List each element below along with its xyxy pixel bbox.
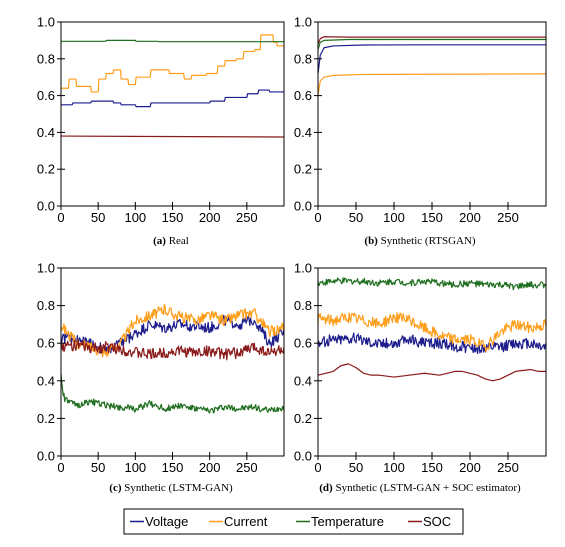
y-tick-label: 1.0 (294, 15, 312, 30)
panel-caption: (b) Synthetic (RTSGAN) (364, 235, 476, 247)
y-tick-label: 0.8 (294, 298, 312, 313)
plot-frame (317, 21, 547, 207)
y-tick-label: 0.4 (294, 373, 312, 388)
panel-caption-text: Synthetic (LSTM-GAN) (122, 482, 234, 494)
y-tick-label: 1.0 (294, 261, 312, 276)
y-tick-label: 0.8 (294, 51, 312, 66)
x-tick-label: 150 (162, 210, 184, 225)
y-tick-label: 0.8 (37, 51, 55, 66)
y-tick-label: 0.4 (37, 125, 55, 140)
y-tick-label: 0.2 (294, 411, 312, 426)
x-tick-label: 200 (199, 210, 221, 225)
legend-box (123, 508, 464, 535)
series-current-line (317, 312, 547, 353)
x-tick-label: 50 (349, 210, 363, 225)
x-tick-label: 150 (162, 460, 184, 475)
y-tick-label: 0.2 (37, 162, 55, 177)
y-tick-label: 1.0 (37, 261, 55, 276)
x-tick-label: 0 (57, 210, 64, 225)
legend-label-soc: SOC (423, 514, 451, 529)
x-tick-label: 250 (497, 460, 519, 475)
x-tick-label: 250 (236, 460, 258, 475)
series-soc-line (60, 135, 285, 138)
y-tick-label: 0.2 (37, 411, 55, 426)
x-tick-label: 150 (421, 460, 443, 475)
series-soc-line (60, 339, 285, 361)
legend: Voltage Current Temperature SOC (123, 508, 464, 535)
series-current-line (60, 303, 285, 358)
panel-caption-label: (c) (109, 482, 122, 494)
plot-frame (60, 21, 285, 207)
y-tick-label: 0.6 (37, 336, 55, 351)
panel-caption: (c) Synthetic (LSTM-GAN) (109, 482, 233, 494)
x-tick-label: 200 (459, 460, 481, 475)
x-tick-label: 50 (91, 460, 105, 475)
panels-group: 0.0 0.2 0.4 0.6 0.8 1.0 0 50 100 150 200 250 (a) Rea… (37, 15, 547, 494)
x-tick-label: 200 (199, 460, 221, 475)
series-soc-line (317, 363, 546, 382)
panel-caption-label: (a) (153, 235, 166, 247)
series-temperature-line (60, 373, 285, 414)
legend-label-voltage: Voltage (145, 514, 188, 529)
x-tick-label: 0 (314, 460, 321, 475)
panel-caption: (d) Synthetic (LSTM-GAN + SOC estimator) (319, 482, 521, 494)
panel-caption: (a) Real (153, 235, 189, 247)
x-tick-label: 150 (421, 210, 443, 225)
y-tick-label: 0.8 (37, 298, 55, 313)
series-soc-line (317, 36, 546, 45)
panel-caption-label: (b) (364, 235, 378, 247)
panel-a: 0.0 0.2 0.4 0.6 0.8 1.0 0 50 100 150 200 250 (a) Rea… (37, 15, 285, 247)
panel-d: 0.0 0.2 0.4 0.6 0.8 1.0 0 50 100 150 200 250 (d) Syn… (294, 261, 547, 494)
y-tick-label: 0.4 (294, 125, 312, 140)
x-tick-label: 100 (124, 460, 146, 475)
x-tick-label: 100 (383, 460, 405, 475)
x-tick-label: 100 (124, 210, 146, 225)
y-tick-label: 0.2 (294, 162, 312, 177)
y-tick-label: 0.4 (37, 373, 55, 388)
series-current-line (317, 73, 547, 96)
panel-caption-label: (d) (319, 482, 333, 494)
panel-caption-text: Synthetic (LSTM-GAN + SOC estimator) (333, 482, 521, 494)
series-current-line (61, 34, 284, 93)
x-tick-label: 100 (383, 210, 405, 225)
series-temperature-line (317, 38, 546, 50)
x-tick-label: 50 (349, 460, 363, 475)
legend-label-current: Current (224, 514, 268, 529)
x-tick-label: 0 (57, 460, 64, 475)
panel-b: 0.0 0.2 0.4 0.6 0.8 1.0 0 50 100 150 200 250 (b) Syn… (294, 15, 547, 247)
y-tick-label: 0.0 (294, 449, 312, 464)
x-tick-label: 50 (91, 210, 105, 225)
y-tick-label: 0.0 (37, 199, 55, 214)
plot-frame (60, 267, 285, 457)
series-voltage-line (317, 44, 546, 74)
y-tick-label: 0.6 (294, 88, 312, 103)
series-voltage-line (317, 332, 547, 355)
plot-frame (317, 267, 547, 457)
y-tick-label: 0.0 (37, 449, 55, 464)
panel-caption-text: Real (166, 235, 189, 247)
panel-caption-text: Synthetic (RTSGAN) (378, 235, 476, 247)
legend-label-temperature: Temperature (311, 514, 384, 529)
y-tick-label: 0.6 (37, 88, 55, 103)
series-temperature-line (61, 39, 284, 43)
x-tick-label: 200 (459, 210, 481, 225)
series-temperature-line (317, 277, 547, 291)
y-tick-label: 1.0 (37, 15, 55, 30)
series-voltage-line (61, 89, 284, 108)
panel-c: 0.00.20.40.60.81.00 50 100 150 200 250(c) Syn… (37, 261, 285, 494)
x-tick-label: 250 (497, 210, 519, 225)
y-tick-label: 0.6 (294, 336, 312, 351)
y-tick-label: 0.0 (294, 199, 312, 214)
x-tick-label: 0 (314, 210, 321, 225)
x-tick-label: 250 (236, 210, 258, 225)
